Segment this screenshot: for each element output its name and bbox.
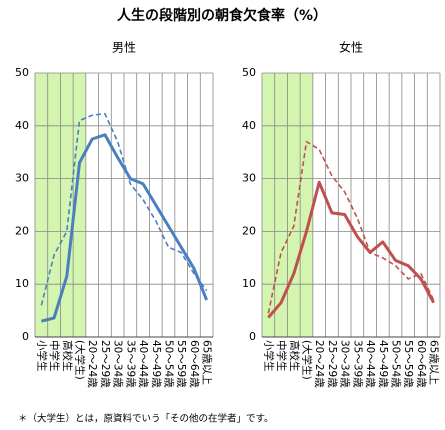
x-tick-label: 35～39歳 (124, 340, 136, 388)
x-tick-label: 35～39歳 (351, 340, 363, 388)
x-tick-label: 25～29歳 (326, 340, 338, 388)
x-tick-label: 25～29歳 (99, 340, 111, 388)
x-tick-label: 中学生 (48, 340, 61, 372)
x-tick-label: (大学生) (301, 340, 314, 380)
x-tick-label: 小学生 (262, 340, 275, 372)
x-tick-label: 高校生 (288, 340, 301, 372)
x-tick-label: 40～44歳 (364, 340, 376, 388)
y-tick-label: 10 (15, 277, 29, 290)
x-tick-label: 45～49歳 (377, 340, 389, 388)
x-tick-label: 小学生 (35, 340, 48, 372)
x-tick-label: 50～54歳 (390, 340, 402, 388)
x-tick-label: 中学生 (275, 340, 288, 372)
y-tick-label: 20 (242, 224, 256, 237)
solid-line (267, 180, 435, 319)
panel-title: 男性 (112, 41, 136, 55)
x-tick-label: 60～64歳 (415, 340, 427, 388)
panel-title: 女性 (339, 40, 363, 55)
chart-title: 人生の段階別の朝食欠食率（%） (117, 7, 327, 24)
dashed-line (267, 140, 435, 314)
x-tick-label: 高校生 (61, 340, 74, 372)
x-tick-label: 45～49歳 (150, 340, 162, 388)
x-tick-label: 55～59歳 (402, 340, 414, 388)
x-tick-label: 30～34歳 (112, 340, 124, 388)
y-tick-label: 20 (15, 224, 29, 237)
x-tick-label: 40～44歳 (137, 340, 149, 388)
x-tick-label: 20～24歳 (313, 340, 325, 388)
x-tick-label: 50～54歳 (163, 340, 175, 388)
y-tick-label: 40 (15, 119, 29, 132)
y-tick-label: 30 (15, 172, 29, 185)
x-tick-label: 55～59歳 (175, 340, 187, 388)
y-tick-label: 50 (242, 66, 256, 79)
y-tick-label: 0 (249, 330, 256, 343)
y-tick-label: 10 (242, 277, 256, 290)
y-tick-label: 50 (15, 66, 29, 79)
x-tick-label: (大学生) (74, 340, 87, 380)
y-tick-label: 0 (22, 330, 29, 343)
x-tick-label: 65歳以上 (428, 340, 440, 385)
footnote: ＊（大学生）とは，原資料でいう「その他の在学者」です。 (18, 413, 274, 425)
x-tick-label: 30～34歳 (339, 340, 351, 388)
x-tick-label: 60～64歳 (188, 340, 200, 388)
y-tick-label: 40 (242, 119, 256, 132)
x-tick-label: 65歳以上 (201, 340, 213, 385)
y-tick-label: 30 (242, 172, 256, 185)
solid-line (40, 133, 209, 323)
x-tick-label: 20～24歳 (86, 340, 98, 388)
dashed-line (40, 112, 208, 306)
